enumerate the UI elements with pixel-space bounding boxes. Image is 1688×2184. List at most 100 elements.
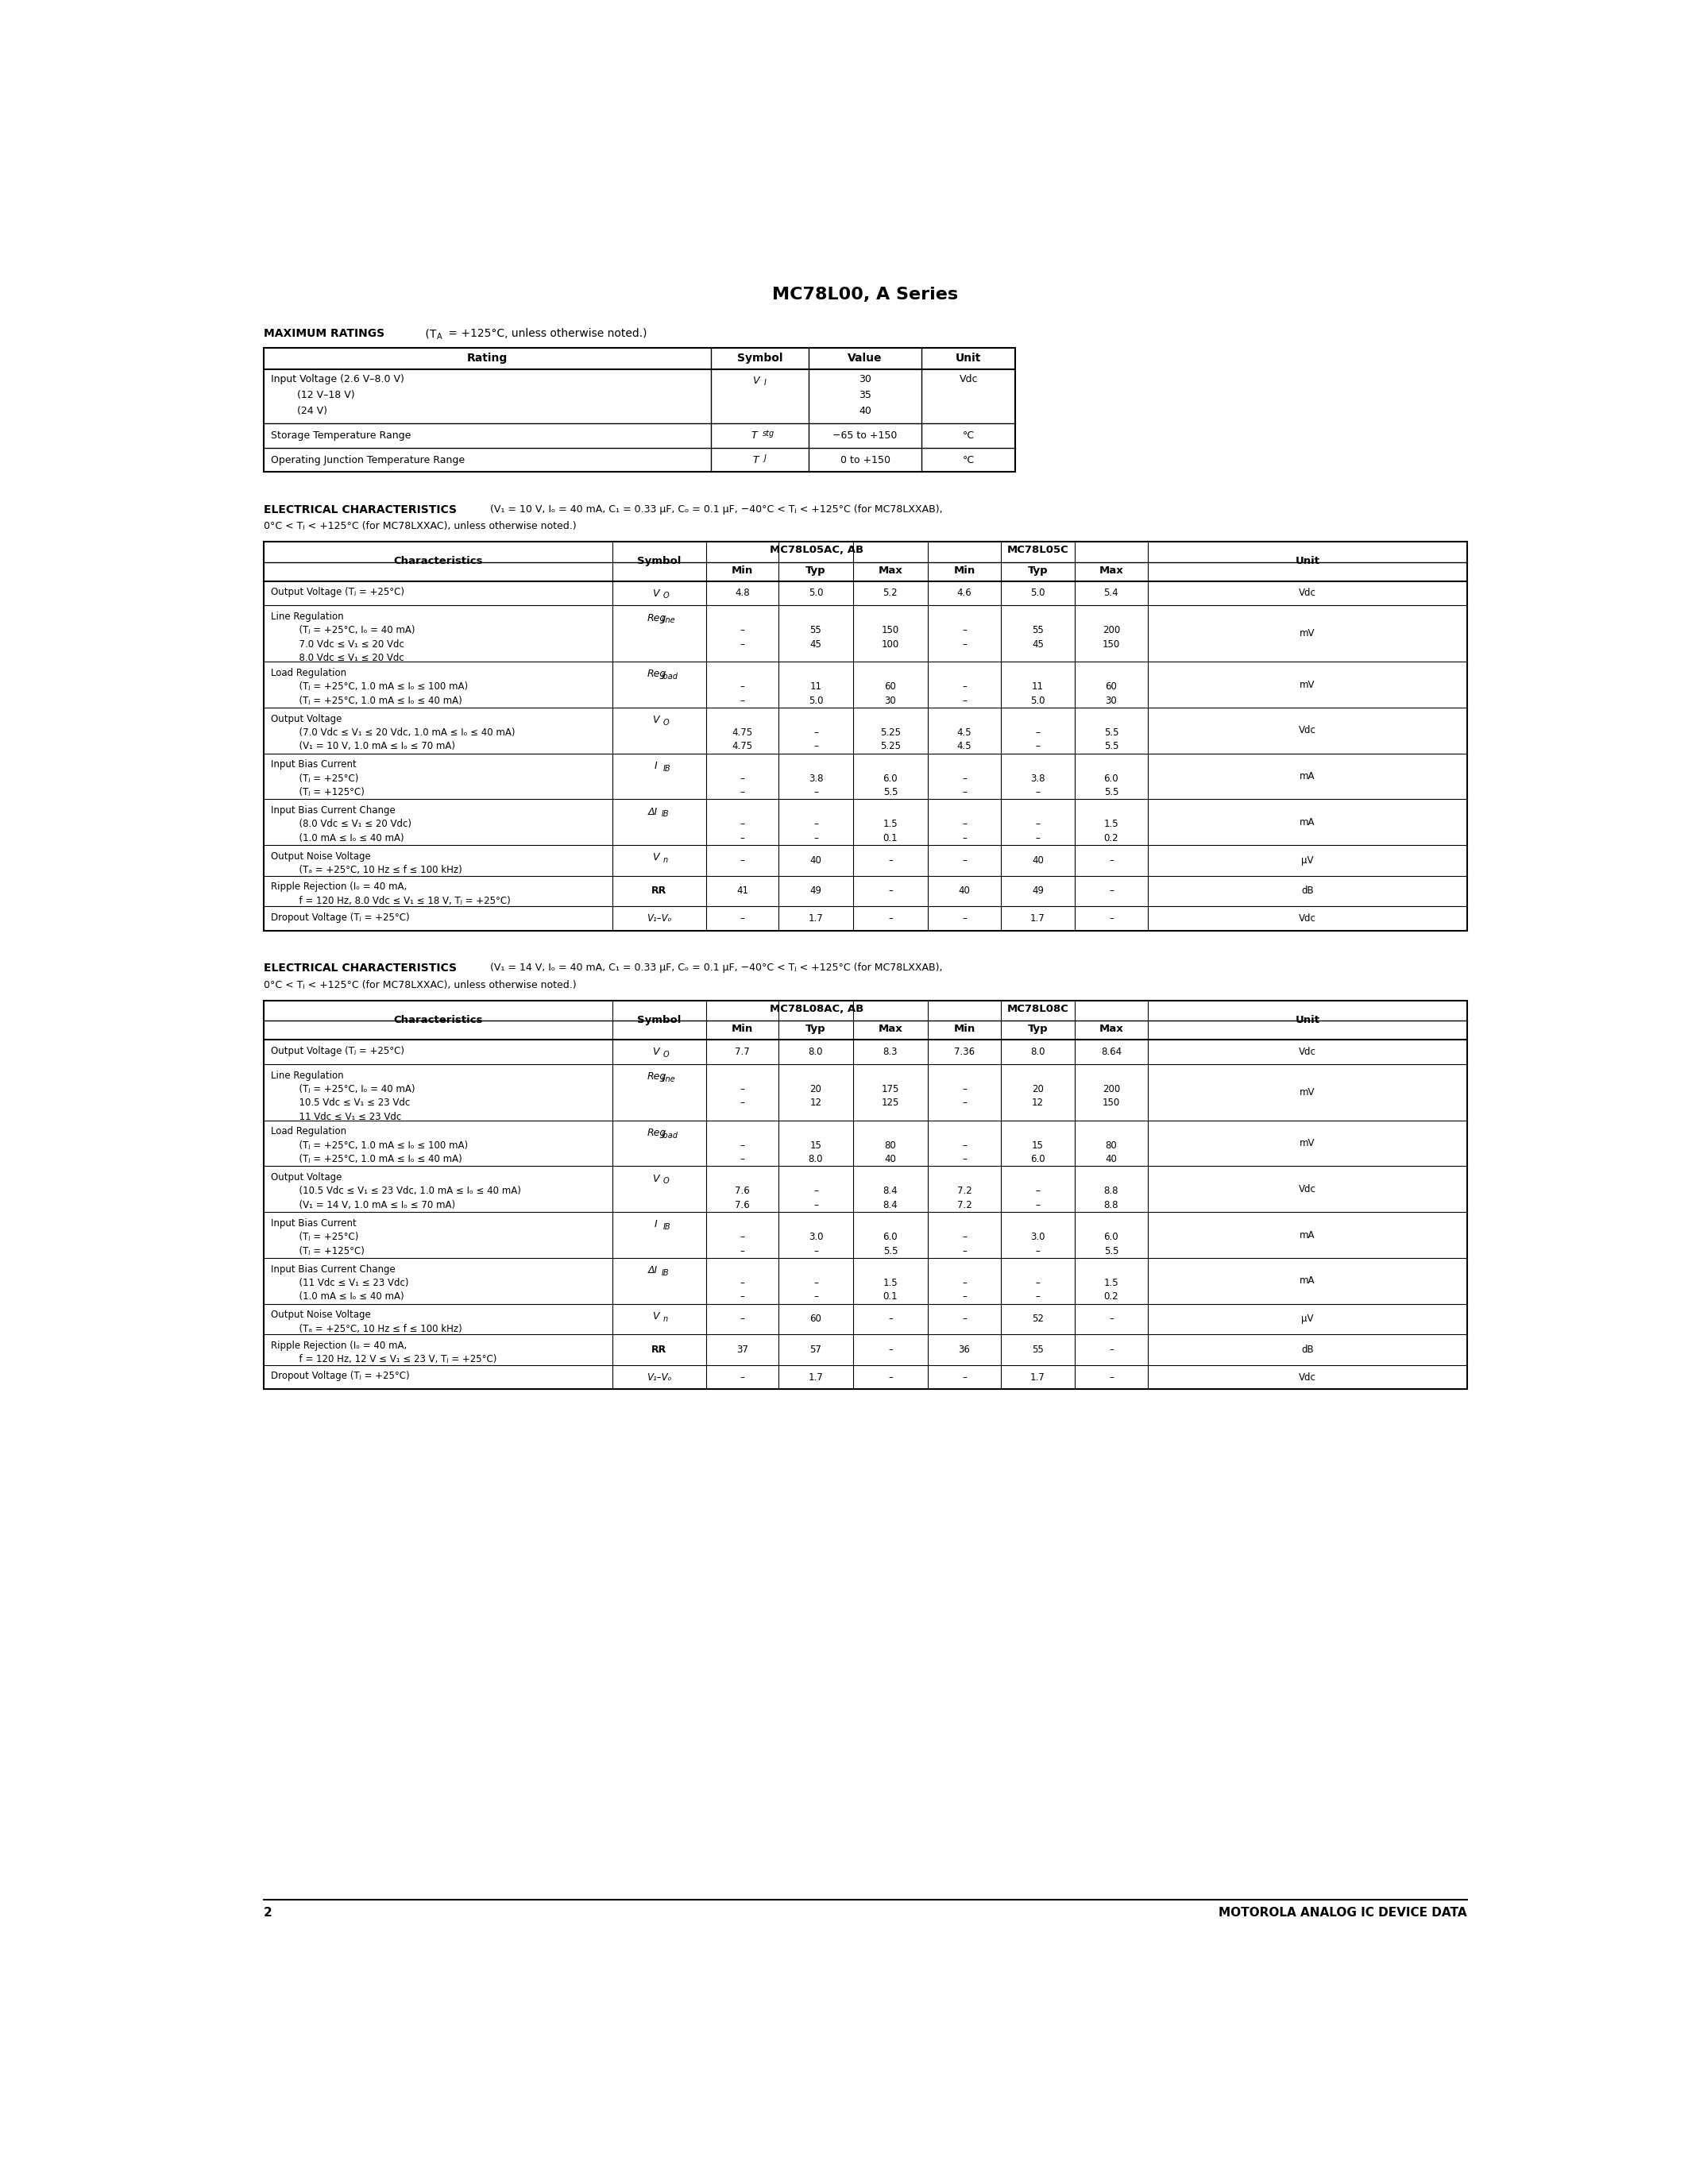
Text: MAXIMUM RATINGS: MAXIMUM RATINGS <box>263 328 385 339</box>
Text: Reg: Reg <box>647 668 667 679</box>
Text: load: load <box>662 1131 679 1140</box>
Text: (11 Vdc ≤ V₁ ≤ 23 Vdc): (11 Vdc ≤ V₁ ≤ 23 Vdc) <box>294 1278 408 1289</box>
Text: 49: 49 <box>810 887 822 895</box>
Text: 12: 12 <box>810 1099 822 1107</box>
Text: 30: 30 <box>1106 695 1117 705</box>
Text: 6.0: 6.0 <box>883 1232 898 1243</box>
Text: Min: Min <box>954 1024 976 1035</box>
Text: Operating Junction Temperature Range: Operating Junction Temperature Range <box>270 454 464 465</box>
Text: –: – <box>739 1315 744 1324</box>
Text: 60: 60 <box>810 1315 822 1324</box>
Text: Line Regulation: Line Regulation <box>270 1070 343 1081</box>
Text: mA: mA <box>1300 771 1315 782</box>
Text: Value: Value <box>847 354 883 365</box>
Text: 4.75: 4.75 <box>733 727 753 738</box>
Text: MOTOROLA ANALOG IC DEVICE DATA: MOTOROLA ANALOG IC DEVICE DATA <box>1219 1907 1467 1920</box>
Text: Min: Min <box>731 1024 753 1035</box>
Text: 11: 11 <box>1031 681 1043 692</box>
Text: Typ: Typ <box>1028 566 1048 577</box>
Text: (V₁ = 10 V, 1.0 mA ≤ Iₒ ≤ 70 mA): (V₁ = 10 V, 1.0 mA ≤ Iₒ ≤ 70 mA) <box>294 740 456 751</box>
Text: 5.5: 5.5 <box>1104 786 1119 797</box>
Text: 100: 100 <box>881 640 900 649</box>
Text: (T: (T <box>422 328 436 339</box>
Text: –: – <box>962 1291 967 1302</box>
Text: ELECTRICAL CHARACTERISTICS: ELECTRICAL CHARACTERISTICS <box>263 963 456 974</box>
Text: V: V <box>652 587 658 598</box>
Text: 49: 49 <box>1031 887 1043 895</box>
Text: Output Voltage: Output Voltage <box>270 1173 341 1184</box>
Text: –: – <box>962 1372 967 1382</box>
Text: –: – <box>962 640 967 649</box>
Text: –: – <box>962 625 967 636</box>
Text: 0.1: 0.1 <box>883 1291 898 1302</box>
Text: 200: 200 <box>1102 1083 1121 1094</box>
Text: 55: 55 <box>1031 1345 1043 1354</box>
Text: V: V <box>652 714 658 725</box>
Text: –: – <box>962 1315 967 1324</box>
Text: (Tⱼ = +25°C): (Tⱼ = +25°C) <box>294 1232 358 1243</box>
Text: 1.5: 1.5 <box>1104 819 1119 830</box>
Text: –: – <box>1109 913 1114 924</box>
Text: –: – <box>962 681 967 692</box>
Text: –: – <box>739 786 744 797</box>
Text: μV: μV <box>1301 1315 1313 1324</box>
Text: −65 to +150: −65 to +150 <box>832 430 898 441</box>
Text: (Tₐ = +25°C, 10 Hz ≤ f ≤ 100 kHz): (Tₐ = +25°C, 10 Hz ≤ f ≤ 100 kHz) <box>294 1324 463 1334</box>
Text: Vdc: Vdc <box>1298 1372 1317 1382</box>
Text: 3.0: 3.0 <box>809 1232 824 1243</box>
Text: °C: °C <box>962 454 974 465</box>
Text: Vdc: Vdc <box>1298 1184 1317 1195</box>
Text: Vdc: Vdc <box>1298 913 1317 924</box>
Text: dB: dB <box>1301 887 1313 895</box>
Text: –: – <box>814 727 819 738</box>
Text: 4.75: 4.75 <box>733 740 753 751</box>
Text: 5.0: 5.0 <box>809 587 824 598</box>
Text: –: – <box>888 1345 893 1354</box>
Text: V: V <box>652 1046 658 1057</box>
Text: (Tⱼ = +125°C): (Tⱼ = +125°C) <box>294 786 365 797</box>
Text: Load Regulation: Load Regulation <box>270 668 346 679</box>
Text: 6.0: 6.0 <box>883 773 898 784</box>
Text: Output Voltage (Tⱼ = +25°C): Output Voltage (Tⱼ = +25°C) <box>270 587 403 598</box>
Text: IB: IB <box>663 764 670 773</box>
Text: –: – <box>1035 819 1040 830</box>
Text: Unit: Unit <box>1295 1016 1320 1024</box>
Text: (Tⱼ = +25°C, Iₒ = 40 mA): (Tⱼ = +25°C, Iₒ = 40 mA) <box>294 1083 415 1094</box>
Text: mA: mA <box>1300 1275 1315 1286</box>
Text: 175: 175 <box>881 1083 900 1094</box>
Text: Input Bias Current Change: Input Bias Current Change <box>270 806 395 817</box>
Text: O: O <box>663 592 668 601</box>
Text: 150: 150 <box>1102 1099 1121 1107</box>
Text: Unit: Unit <box>1295 557 1320 566</box>
Text: V: V <box>652 1173 658 1184</box>
Text: 4.5: 4.5 <box>957 740 972 751</box>
Text: IB: IB <box>663 1223 670 1232</box>
Text: 8.8: 8.8 <box>1104 1199 1119 1210</box>
Text: –: – <box>962 1083 967 1094</box>
Text: Input Voltage (2.6 V–8.0 V): Input Voltage (2.6 V–8.0 V) <box>270 373 403 384</box>
Text: 40: 40 <box>1106 1153 1117 1164</box>
Text: (Tⱼ = +25°C): (Tⱼ = +25°C) <box>294 773 358 784</box>
Text: Vdc: Vdc <box>959 373 977 384</box>
Bar <box>263 542 1467 930</box>
Text: Vdc: Vdc <box>1298 725 1317 736</box>
Text: –: – <box>814 740 819 751</box>
Text: –: – <box>962 819 967 830</box>
Text: –: – <box>888 887 893 895</box>
Text: –: – <box>814 786 819 797</box>
Text: –: – <box>1035 740 1040 751</box>
Text: –: – <box>739 819 744 830</box>
Text: (8.0 Vdc ≤ V₁ ≤ 20 Vdc): (8.0 Vdc ≤ V₁ ≤ 20 Vdc) <box>294 819 412 830</box>
Text: 30: 30 <box>859 373 871 384</box>
Text: 5.25: 5.25 <box>879 727 901 738</box>
Text: –: – <box>888 1372 893 1382</box>
Text: 8.3: 8.3 <box>883 1046 898 1057</box>
Text: –: – <box>962 1140 967 1151</box>
Text: 55: 55 <box>810 625 822 636</box>
Text: –: – <box>1109 1372 1114 1382</box>
Text: O: O <box>663 1177 668 1186</box>
Text: 2: 2 <box>263 1907 272 1920</box>
Text: –: – <box>1035 832 1040 843</box>
Text: ΔI: ΔI <box>648 806 658 817</box>
Text: I: I <box>765 378 766 387</box>
